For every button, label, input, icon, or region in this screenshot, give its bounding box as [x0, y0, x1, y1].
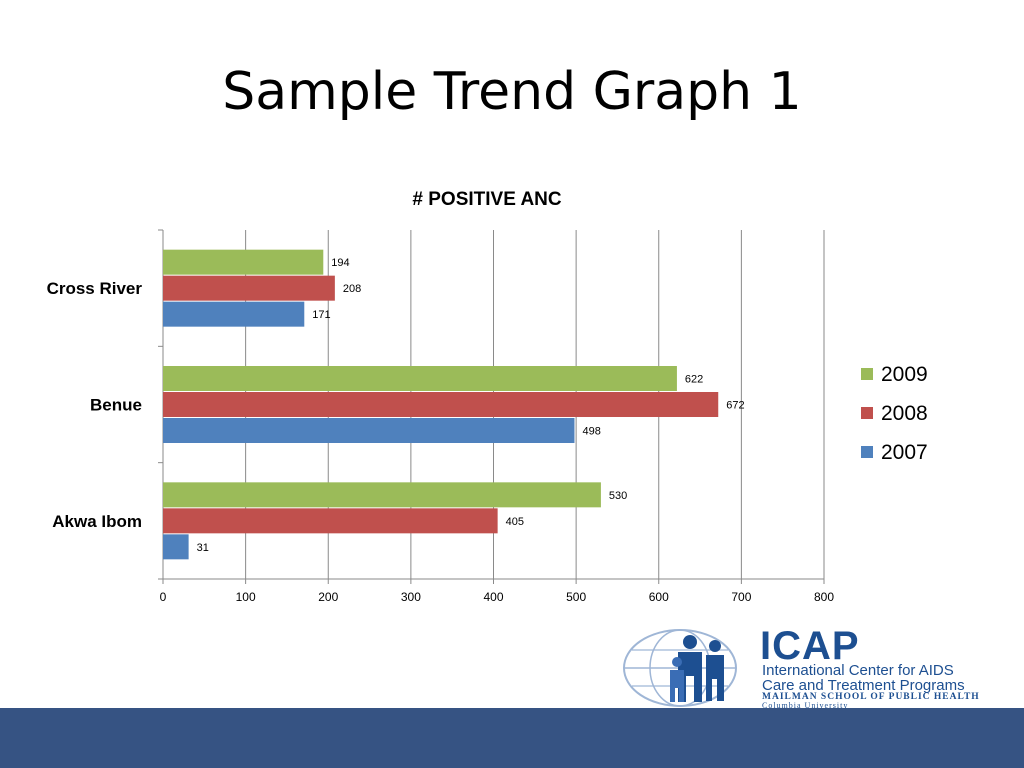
legend-swatch — [861, 368, 873, 380]
data-label: 405 — [506, 516, 524, 528]
legend-swatch — [861, 407, 873, 419]
x-tick-label: 600 — [649, 590, 669, 604]
logo-line-1: International Center for AIDS — [762, 662, 954, 679]
x-tick-label: 800 — [814, 590, 834, 604]
footer-bar — [0, 708, 1024, 768]
x-tick-label: 100 — [236, 590, 256, 604]
legend-swatch — [861, 446, 873, 458]
category-label: Akwa Ibom — [52, 512, 142, 531]
bars — [163, 249, 719, 560]
data-label: 194 — [331, 257, 349, 269]
x-tick-label: 0 — [160, 590, 167, 604]
slide-title: Sample Trend Graph 1 — [222, 62, 802, 122]
chart: # POSITIVE ANC 194 208 171 622 672 498 530 405 3… — [47, 189, 928, 604]
bar-2007 — [163, 418, 575, 443]
bar-2008 — [163, 275, 335, 301]
category-label: Cross River — [47, 279, 143, 298]
data-label: 672 — [726, 400, 744, 412]
bar-2007 — [163, 301, 305, 327]
globe-family-icon — [623, 629, 737, 707]
legend-label: 2007 — [881, 441, 928, 464]
data-label: 530 — [609, 490, 627, 502]
x-tick-label: 400 — [483, 590, 503, 604]
icap-logo: ICAP International Center for AIDS Care … — [620, 624, 1024, 710]
bar-2009 — [163, 366, 677, 391]
data-label: 31 — [197, 542, 209, 554]
logo-acronym: ICAP — [760, 624, 860, 668]
x-tick-label: 700 — [731, 590, 751, 604]
legend-label: 2009 — [881, 363, 928, 386]
legend: 2009 2008 2007 — [861, 363, 928, 464]
bar-2009 — [163, 249, 324, 275]
bar-2008 — [163, 508, 498, 534]
data-label: 498 — [582, 426, 600, 438]
bar-2009 — [163, 482, 601, 508]
bar-2007 — [163, 534, 189, 560]
category-label: Benue — [90, 396, 142, 415]
data-labels: 194 208 171 622 672 498 530 405 31 — [197, 257, 745, 554]
x-tick-label: 200 — [318, 590, 338, 604]
tick-labels: 0 100 200 300 400 500 600 700 800 Cross River Benu… — [47, 279, 835, 604]
chart-title: # POSITIVE ANC — [412, 189, 561, 210]
logo-line-2: Care and Treatment Programs — [762, 677, 965, 694]
logo-line-3: MAILMAN SCHOOL OF PUBLIC HEALTH — [762, 692, 980, 702]
x-tick-label: 500 — [566, 590, 586, 604]
data-label: 622 — [685, 374, 703, 386]
logo-line-4: Columbia University — [762, 701, 849, 710]
legend-label: 2008 — [881, 402, 928, 425]
data-label: 171 — [312, 309, 330, 321]
bar-2008 — [163, 392, 719, 417]
x-tick-label: 300 — [401, 590, 421, 604]
data-label: 208 — [343, 283, 361, 295]
